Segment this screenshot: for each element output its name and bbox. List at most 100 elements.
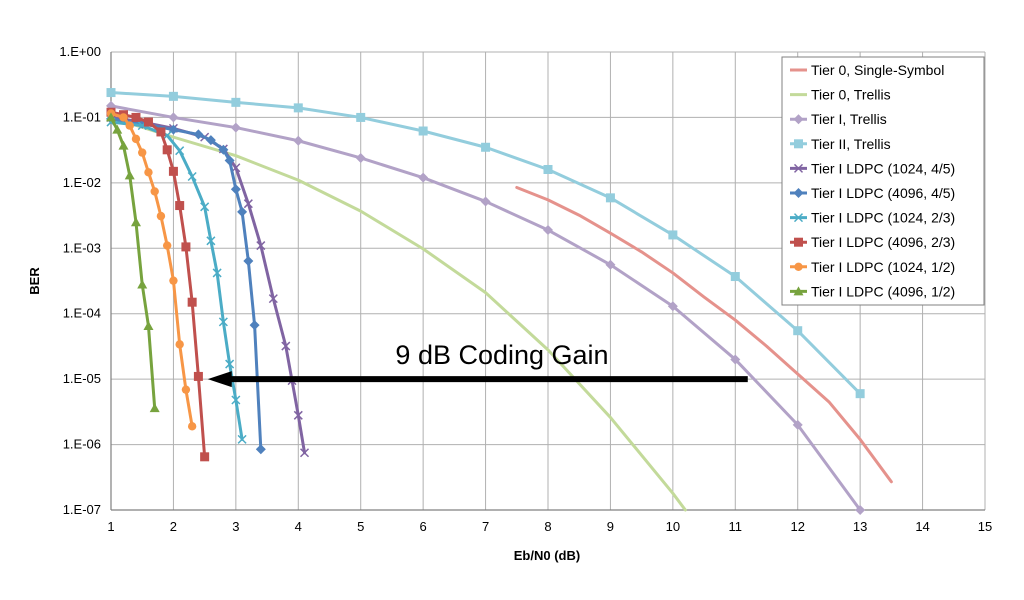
series-7 <box>106 107 210 462</box>
x-tick-label: 15 <box>978 519 992 534</box>
data-point <box>168 112 179 123</box>
x-tick-label: 3 <box>232 519 239 534</box>
data-point <box>175 201 185 211</box>
x-tick-label: 14 <box>915 519 929 534</box>
data-point <box>418 172 429 183</box>
x-tick-label: 9 <box>607 519 614 534</box>
data-point <box>193 371 203 381</box>
data-point <box>243 255 254 266</box>
data-point <box>281 341 291 351</box>
data-point <box>543 165 553 175</box>
data-point <box>355 152 366 163</box>
legend: Tier 0, Single-Symbol Tier 0, Trellis Tier… <box>781 56 985 306</box>
data-point <box>112 124 123 134</box>
data-point <box>481 142 491 152</box>
data-point <box>855 505 866 515</box>
series-2 <box>106 100 866 515</box>
data-point <box>218 317 228 327</box>
legend-label: Tier I LDPC (4096, 1/2) <box>811 283 955 299</box>
legend-item: Tier I LDPC (4096, 4/5) <box>790 185 955 201</box>
legend-label: Tier I LDPC (4096, 2/3) <box>811 234 955 250</box>
data-point <box>175 340 184 349</box>
data-point <box>124 170 135 180</box>
data-point <box>175 146 185 156</box>
data-point <box>168 166 178 176</box>
data-point <box>131 134 141 144</box>
legend-item: Tier I LDPC (1024, 2/3) <box>790 210 955 226</box>
legend-label: Tier I LDPC (1024, 2/3) <box>811 210 955 226</box>
x-tick-label: 8 <box>544 519 551 534</box>
series-line <box>515 185 893 484</box>
x-tick-label: 7 <box>482 519 489 534</box>
data-point <box>106 112 116 122</box>
data-point <box>243 199 253 209</box>
data-point <box>256 241 266 251</box>
x-tick-label: 10 <box>666 519 680 534</box>
data-point <box>299 448 310 458</box>
legend-item: Tier I LDPC (1024, 1/2) <box>790 259 955 275</box>
data-point <box>293 103 303 113</box>
series-line <box>109 117 263 451</box>
y-tick-label: 1.E-03 <box>63 240 101 255</box>
series-layer <box>106 88 893 515</box>
data-point <box>144 168 153 177</box>
data-point <box>156 127 166 137</box>
data-point <box>268 294 278 304</box>
legend-box <box>781 56 985 306</box>
data-point <box>187 171 197 182</box>
data-point <box>667 301 678 312</box>
data-point <box>162 145 172 155</box>
data-point <box>181 242 191 252</box>
x-tick-label: 1 <box>107 519 114 534</box>
x-tick-label: 11 <box>729 519 743 534</box>
series-0 <box>515 185 893 484</box>
data-point <box>119 113 128 122</box>
data-point <box>224 155 235 166</box>
legend-marker <box>793 114 804 125</box>
legend-item: Tier II, Trellis <box>790 136 891 152</box>
legend-item: Tier I LDPC (4096, 2/3) <box>790 234 955 250</box>
legend-marker <box>794 139 803 149</box>
data-point <box>118 140 129 150</box>
legend-label: Tier II, Trellis <box>811 136 891 152</box>
legend-item: Tier I LDPC (4096, 1/2) <box>790 283 955 299</box>
legend-marker <box>793 213 804 223</box>
data-point <box>138 148 147 157</box>
x-tick-label: 4 <box>295 519 302 534</box>
data-point <box>131 112 141 122</box>
y-tick-label: 1.E-07 <box>63 502 101 517</box>
coding-gain-label: 9 dB Coding Gain <box>395 340 608 370</box>
data-point <box>130 217 141 227</box>
legend-marker <box>793 163 804 173</box>
data-point <box>106 88 116 98</box>
y-tick-label: 1.E+00 <box>59 44 101 59</box>
y-tick-labels: 1.E+00 1.E-01 1.E-02 1.E-03 1.E-04 1.E-05 1.E-… <box>59 44 101 517</box>
data-point <box>187 422 197 431</box>
data-point <box>225 359 235 369</box>
data-point <box>150 187 159 196</box>
series-9 <box>106 112 160 413</box>
x-tick-label: 12 <box>790 519 804 534</box>
annotation: 9 dB Coding Gain <box>207 340 748 388</box>
data-point <box>206 236 216 246</box>
series-1 <box>109 115 687 512</box>
data-point <box>187 297 197 307</box>
legend-marker <box>793 286 804 296</box>
legend-item: Tier 0, Single-Symbol <box>790 62 944 78</box>
legend-label: Tier 0, Single-Symbol <box>811 62 944 78</box>
data-point <box>231 97 241 107</box>
data-point <box>143 117 153 127</box>
y-tick-label: 1.E-04 <box>63 306 101 321</box>
y-axis-title: BER <box>27 267 42 295</box>
data-point <box>193 129 204 140</box>
x-tick-labels: 1 2 3 4 5 6 7 8 9 10 11 12 13 14 15 <box>107 519 992 534</box>
data-point <box>125 121 134 130</box>
data-point <box>249 320 260 331</box>
data-point <box>237 434 247 444</box>
data-point <box>792 419 803 430</box>
series-line <box>109 110 207 459</box>
x-tick-label: 5 <box>357 519 364 534</box>
legend-marker <box>794 262 803 271</box>
data-point <box>605 259 616 270</box>
legend-item: Tier I, Trellis <box>790 111 887 127</box>
